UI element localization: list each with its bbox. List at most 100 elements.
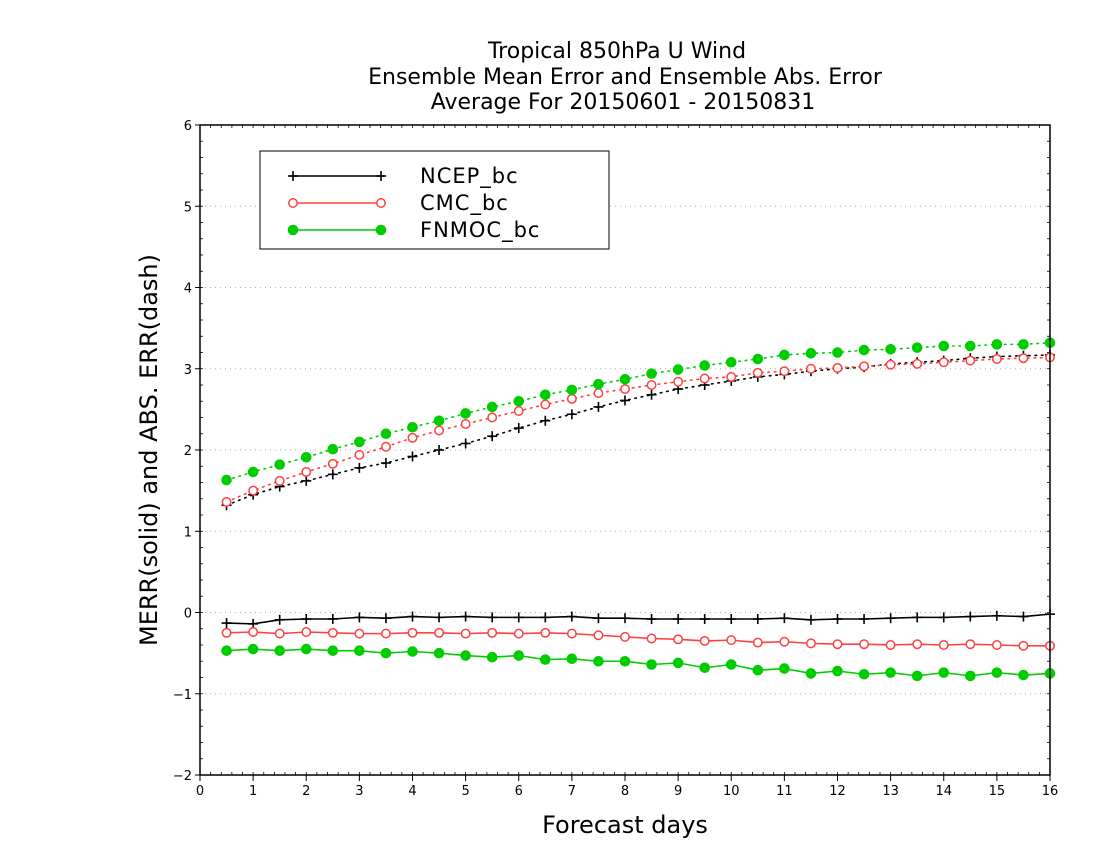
abs-err-point xyxy=(380,441,391,452)
merr-point xyxy=(726,614,737,624)
abs-err-point xyxy=(885,359,896,370)
merr-point xyxy=(673,634,684,645)
merr-point xyxy=(805,614,816,625)
merr-point xyxy=(699,635,710,646)
merr-line xyxy=(226,631,1050,647)
abs-err-point xyxy=(673,376,684,387)
abs-err-point xyxy=(646,380,657,390)
gridlines xyxy=(200,205,1050,695)
merr-point xyxy=(566,611,577,622)
abs-err-point xyxy=(965,355,976,366)
merr-point xyxy=(911,670,923,682)
abs-err-point xyxy=(726,371,737,382)
abs-err-point xyxy=(859,361,870,372)
merr-point xyxy=(726,635,737,646)
merr-point xyxy=(380,613,391,624)
abs-err-point xyxy=(540,389,551,401)
series-fnmoc-bc xyxy=(221,337,1056,682)
merr-point xyxy=(699,662,710,674)
y-tick-label: 5 xyxy=(184,200,192,215)
abs-err-point xyxy=(354,449,365,460)
merr-point xyxy=(752,664,764,676)
merr-point xyxy=(274,614,285,625)
merr-point xyxy=(513,628,524,639)
merr-point xyxy=(752,614,763,624)
merr-point xyxy=(779,613,790,624)
merr-point xyxy=(752,637,763,648)
x-tick-label: 3 xyxy=(355,784,363,799)
abs-err-point xyxy=(274,475,285,486)
merr-point xyxy=(540,612,551,623)
x-tick-label: 4 xyxy=(408,784,416,799)
x-tick-label: 5 xyxy=(461,784,469,799)
merr-point xyxy=(1018,640,1029,651)
abs-err-point xyxy=(805,348,817,359)
abs-err-point xyxy=(487,431,498,442)
abs-err-point xyxy=(593,388,604,399)
merr-point xyxy=(460,628,471,639)
abs-err-line xyxy=(225,354,1051,507)
abs-err-point xyxy=(779,349,790,361)
abs-err-point xyxy=(380,428,392,440)
merr-point xyxy=(858,668,870,680)
merr-point xyxy=(885,613,896,624)
merr-point xyxy=(433,647,445,659)
legend-label: FNMOC_bc xyxy=(420,218,540,243)
merr-point xyxy=(407,646,418,657)
abs-err-point xyxy=(248,485,259,496)
abs-err-point xyxy=(433,415,445,427)
abs-err-point xyxy=(513,395,525,407)
merr-point xyxy=(965,611,976,622)
x-tick-label: 7 xyxy=(568,784,576,799)
x-tick-label: 8 xyxy=(621,784,629,799)
merr-point xyxy=(487,627,498,638)
abs-err-point xyxy=(380,458,391,468)
merr-point xyxy=(221,645,232,656)
abs-err-point xyxy=(486,401,498,413)
merr-point xyxy=(247,643,259,655)
abs-err-point xyxy=(965,340,976,352)
merr-point xyxy=(620,613,630,624)
legend-marker xyxy=(376,198,386,208)
merr-point xyxy=(938,612,949,623)
merr-point xyxy=(248,627,259,637)
data-series xyxy=(221,337,1056,682)
x-tick-label: 11 xyxy=(776,784,793,799)
merr-point xyxy=(407,611,418,622)
abs-err-point xyxy=(513,423,524,434)
series-cmc-bc xyxy=(221,352,1055,651)
legend-item-fnmoc-bc: FNMOC_bc xyxy=(287,218,540,243)
merr-point xyxy=(885,640,896,650)
abs-err-point xyxy=(460,419,471,429)
merr-line xyxy=(226,613,1051,625)
merr-point xyxy=(912,612,923,623)
abs-err-point xyxy=(699,373,710,384)
merr-point xyxy=(380,628,391,639)
plot-frame xyxy=(199,124,1051,776)
merr-point xyxy=(354,628,365,639)
legend-marker xyxy=(287,224,299,236)
merr-point xyxy=(805,668,817,679)
y-tick-label: 4 xyxy=(184,282,192,297)
legend-label: CMC_bc xyxy=(420,191,509,216)
merr-point xyxy=(513,612,524,623)
abs-err-point xyxy=(646,368,657,379)
abs-err-point xyxy=(487,412,498,423)
merr-point xyxy=(327,645,339,656)
merr-point xyxy=(938,667,950,678)
abs-err-point xyxy=(938,357,949,368)
merr-point xyxy=(434,627,445,638)
abs-err-point xyxy=(274,459,285,470)
merr-point xyxy=(1018,669,1029,681)
abs-err-point xyxy=(566,393,577,404)
merr-point xyxy=(274,645,285,656)
abs-err-point xyxy=(832,362,843,373)
legend-box xyxy=(259,150,610,250)
merr-point xyxy=(1018,611,1029,622)
abs-err-point xyxy=(725,356,737,368)
x-axis-title: Forecast days xyxy=(542,811,708,839)
merr-point xyxy=(593,630,604,641)
merr-point xyxy=(938,640,949,650)
merr-point xyxy=(301,627,312,637)
merr-point xyxy=(620,631,630,642)
